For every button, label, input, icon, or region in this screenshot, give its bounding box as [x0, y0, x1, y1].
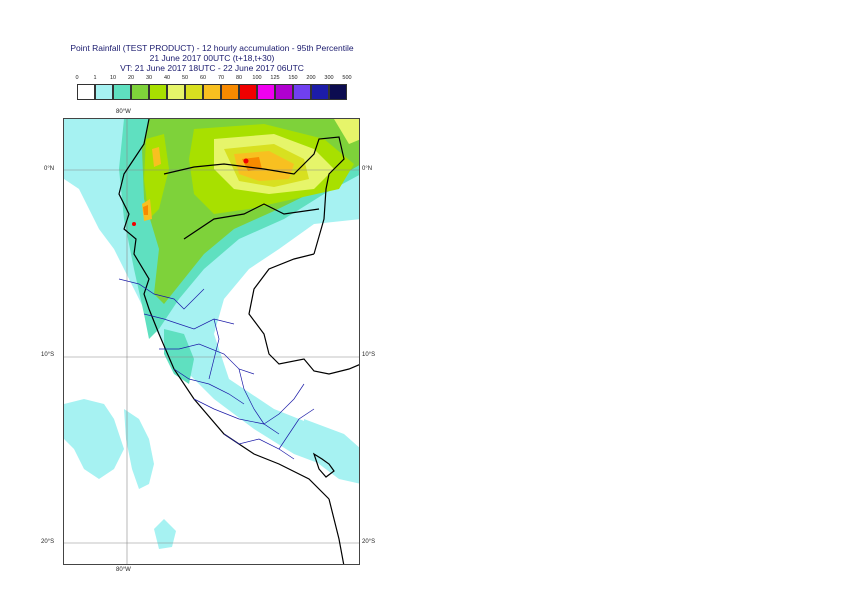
legend-threshold-label: 60 [199, 75, 207, 81]
legend-color-swatch [77, 84, 95, 100]
map-subtitle-run: 21 June 2017 00UTC (t+18,t+30) [149, 53, 275, 63]
rainfall-map [63, 118, 360, 565]
legend-threshold-label: 50 [181, 75, 189, 81]
legend-color-swatch [221, 84, 239, 100]
rainfall-band-80-100 [132, 158, 249, 226]
graticule [64, 119, 359, 564]
lat-label-left-1: 10°S [41, 352, 55, 358]
legend-threshold-label: 125 [270, 75, 280, 81]
rainfall-map-svg [64, 119, 359, 564]
lat-label-left-2: 20°S [41, 539, 55, 545]
legend-color-swatch [275, 84, 293, 100]
lat-label-right-0: 0°N [362, 166, 373, 172]
legend-color-swatch [329, 84, 347, 100]
legend-threshold-label: 1 [93, 75, 97, 81]
lat-label-right-1: 10°S [362, 352, 376, 358]
legend-threshold-label: 20 [127, 75, 135, 81]
legend-threshold-label: 500 [342, 75, 352, 81]
regional-boundaries [118, 278, 315, 460]
legend-threshold-label: 30 [145, 75, 153, 81]
legend-color-swatch [311, 84, 329, 100]
country-borders [118, 119, 359, 564]
lon-label-bottom: 80°W [116, 567, 131, 573]
legend-color-swatch [185, 84, 203, 100]
legend-color-swatch [293, 84, 311, 100]
legend-color-swatch [257, 84, 275, 100]
legend-threshold-label: 40 [163, 75, 171, 81]
map-title: Point Rainfall (TEST PRODUCT) - 12 hourl… [70, 43, 354, 53]
legend-threshold-label: 100 [252, 75, 262, 81]
legend-color-swatch [131, 84, 149, 100]
legend-color-swatch [167, 84, 185, 100]
legend-threshold-label: 80 [235, 75, 243, 81]
lat-label-left-0: 0°N [44, 166, 55, 172]
legend-threshold-label: 0 [75, 75, 79, 81]
legend-threshold-label: 200 [306, 75, 316, 81]
lon-label-top: 80°W [116, 109, 131, 115]
legend-threshold-label: 300 [324, 75, 334, 81]
lat-label-right-2: 20°S [362, 539, 376, 545]
legend-color-swatch [113, 84, 131, 100]
color-legend: 0 1 10 20 30 40 50 60 70 80 100 125 150 200 300 500 [75, 75, 352, 103]
legend-color-swatch [95, 84, 113, 100]
legend-color-swatch [239, 84, 257, 100]
legend-threshold-label: 70 [217, 75, 225, 81]
legend-color-swatch [203, 84, 221, 100]
legend-color-swatch [149, 84, 167, 100]
legend-threshold-label: 10 [109, 75, 117, 81]
legend-threshold-label: 150 [288, 75, 298, 81]
map-subtitle-validity: VT: 21 June 2017 18UTC - 22 June 2017 06… [120, 63, 304, 73]
